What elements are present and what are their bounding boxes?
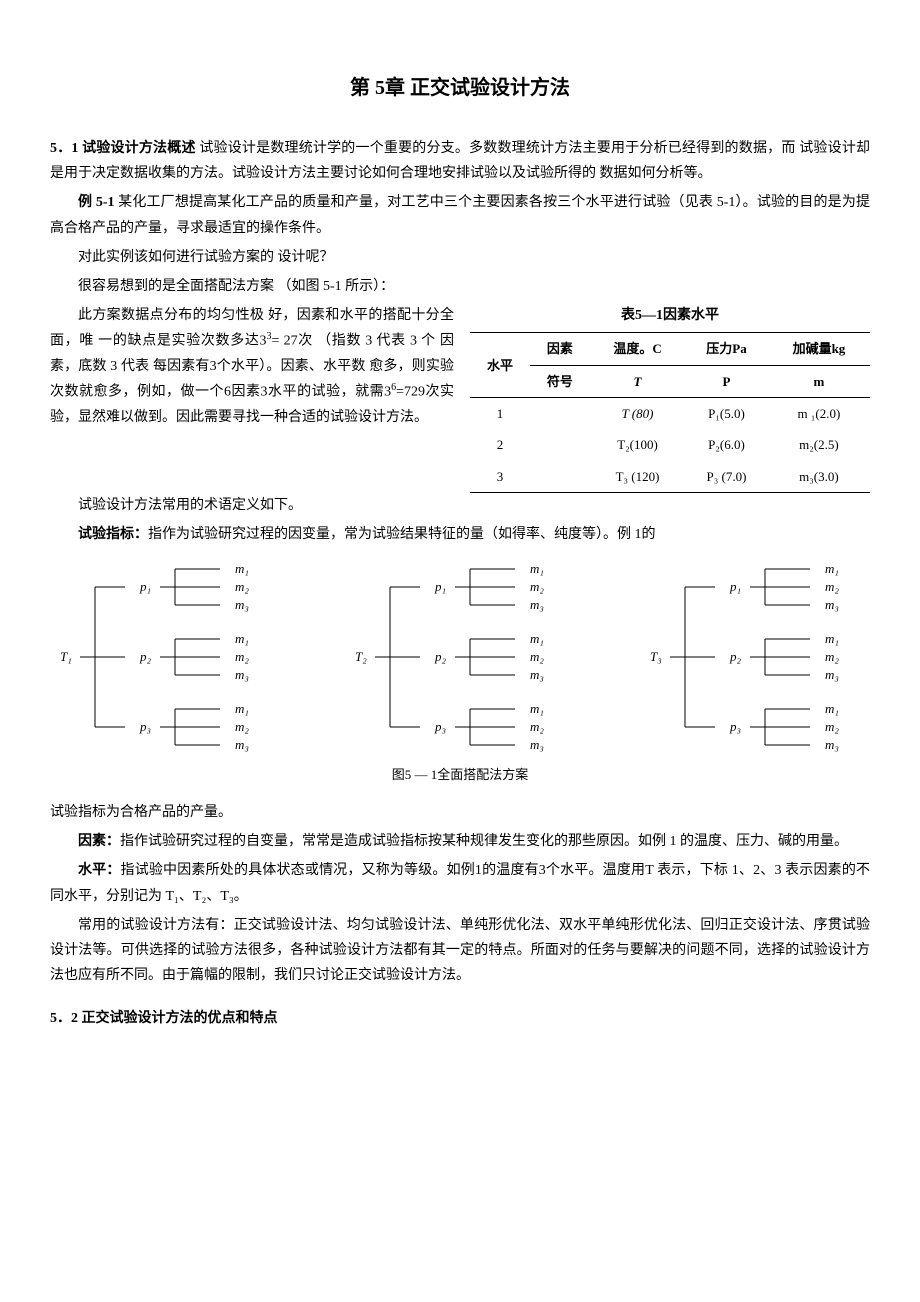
cell-m: m₂(2.5) [768, 429, 870, 460]
svg-text:m₂: m₂ [825, 649, 839, 664]
svg-text:p₂: p₂ [139, 649, 152, 664]
cell-p: P₁(5.0) [685, 398, 768, 430]
factor-level-table: 水平 因素 温度。C 压力Pa 加碱量kg 符号 T P m 1 T (80) [470, 332, 870, 493]
svg-text:m₁: m₁ [825, 631, 839, 646]
cell-m: m ₁(2.0) [768, 398, 870, 430]
svg-text:p₃: p₃ [434, 719, 446, 734]
svg-text:m₁: m₁ [825, 562, 839, 576]
cell-t: T (80) [590, 398, 685, 430]
svg-text:m₁: m₁ [825, 701, 839, 716]
th-P: P [685, 365, 768, 397]
tree-diagram: T₃ p₁ m₁ m₂ m₃ p₂ m₁ m₂ m₃ p₃ m₁ m₂ m₃ [640, 562, 870, 757]
cell-t: T₃ (120) [590, 461, 685, 493]
cell-level: 3 [470, 461, 530, 493]
svg-text:p₂: p₂ [729, 649, 742, 664]
svg-text:m₂: m₂ [825, 579, 839, 594]
svg-text:m₁: m₁ [530, 631, 544, 646]
svg-text:m₃: m₃ [530, 737, 544, 752]
example-label: 例 5-1 [78, 195, 115, 210]
term-level: 水平： [78, 863, 121, 878]
th-level: 水平 [470, 333, 530, 398]
svg-text:T₃: T₃ [650, 649, 662, 664]
svg-text:m₃: m₃ [825, 597, 839, 612]
th-temp: 温度。C [590, 333, 685, 365]
paragraph-11: 常用的试验设计方法有：正交试验设计法、均匀试验设计法、单纯形优化法、双水平单纯形… [50, 913, 870, 989]
th-pressure: 压力Pa [685, 333, 768, 365]
th-m: m [768, 365, 870, 397]
tree-diagram-figure: T₁ p₁ m₁ m₂ m₃ p₂ m₁ m₂ m₃ p₃ m₁ m₂ m₃ T₂ p₁ m₁ m₂ m₃ p₂ m₁… [50, 562, 870, 757]
svg-text:m₁: m₁ [530, 562, 544, 576]
section-2-heading: 5．2 正交试验设计方法的优点和特点 [50, 1006, 870, 1031]
paragraph-10: 水平：指试验中因素所处的具体状态或情况，又称为等级。如例1的温度有3个水平。温度… [50, 858, 870, 908]
svg-text:m₂: m₂ [235, 579, 249, 594]
svg-text:p₁: p₁ [729, 579, 741, 594]
svg-text:m₂: m₂ [530, 579, 544, 594]
svg-text:m₃: m₃ [235, 597, 249, 612]
table-5-1-wrap: 表5—1因素水平 水平 因素 温度。C 压力Pa 加碱量kg 符号 T P m [470, 303, 870, 493]
svg-text:m₂: m₂ [530, 719, 544, 734]
svg-text:m₂: m₂ [530, 649, 544, 664]
th-T: T [590, 365, 685, 397]
svg-text:p₂: p₂ [434, 649, 447, 664]
svg-text:m₃: m₃ [235, 737, 249, 752]
svg-text:m₃: m₃ [530, 667, 544, 682]
svg-text:p₁: p₁ [139, 579, 151, 594]
table-row: 2 T₂(100) P₂(6.0) m₂(2.5) [470, 429, 870, 460]
svg-text:m₂: m₂ [235, 719, 249, 734]
p7-text: 指作为试验研究过程的因变量，常为试验结果特征的量（如得率、纯度等）。例 1的 [148, 527, 656, 542]
cell-t: T₂(100) [590, 429, 685, 460]
term-indicator: 试验指标： [78, 527, 148, 542]
svg-text:p₁: p₁ [434, 579, 446, 594]
p10-text: 指试验中因素所处的具体状态或情况，又称为等级。如例1的温度有3个水平。温度用T … [50, 863, 870, 903]
table-title: 表5—1因素水平 [470, 303, 870, 328]
th-symbol: 符号 [530, 365, 590, 397]
term-factor: 因素： [78, 834, 120, 849]
paragraph-1: 5．1 试验设计方法概述 试验设计是数理统计学的一个重要的分支。多数数理统计方法… [50, 136, 870, 186]
paragraph-7: 试验指标：指作为试验研究过程的因变量，常为试验结果特征的量（如得率、纯度等）。例… [50, 522, 870, 547]
th-factor: 因素 [530, 333, 590, 365]
cell-p: P₃ (7.0) [685, 461, 768, 493]
paragraph-3: 对此实例该如何进行试验方案的 设计呢？ [50, 245, 870, 270]
svg-text:p₃: p₃ [729, 719, 741, 734]
cell-level: 2 [470, 429, 530, 460]
table-row: 1 T (80) P₁(5.0) m ₁(2.0) [470, 398, 870, 430]
paragraph-9: 因素：指作试验研究过程的自变量，常常是造成试验指标按某种规律发生变化的那些原因。… [50, 829, 870, 854]
cell-p: P₂(6.0) [685, 429, 768, 460]
svg-text:m₃: m₃ [825, 737, 839, 752]
svg-text:m₂: m₂ [825, 719, 839, 734]
svg-text:m₁: m₁ [235, 562, 249, 576]
page-title: 第 5章 正交试验设计方法 [50, 70, 870, 106]
paragraph-4: 很容易想到的是全面搭配法方案 （如图 5-1 所示）： [50, 274, 870, 299]
example-5-1: 例 5-1 某化工厂想提高某化工产品的质量和产量，对工艺中三个主要因素各按三个水… [50, 190, 870, 240]
svg-text:m₃: m₃ [530, 597, 544, 612]
svg-text:m₃: m₃ [235, 667, 249, 682]
paragraph-8: 试验指标为合格产品的产量。 [50, 800, 870, 825]
th-alkali: 加碱量kg [768, 333, 870, 365]
figure-caption: 图5 — 1全面搭配法方案 [50, 763, 870, 786]
table-row: 3 T₃ (120) P₃ (7.0) m₃(3.0) [470, 461, 870, 493]
text-table-wrap: 表5—1因素水平 水平 因素 温度。C 压力Pa 加碱量kg 符号 T P m [50, 303, 870, 493]
example-text: 某化工厂想提高某化工产品的质量和产量，对工艺中三个主要因素各按三个水平进行试验（… [50, 195, 870, 235]
cell-level: 1 [470, 398, 530, 430]
p9-text: 指作试验研究过程的自变量，常常是造成试验指标按某种规律发生变化的那些原因。如例 … [120, 834, 848, 849]
svg-text:m₁: m₁ [235, 701, 249, 716]
svg-text:m₁: m₁ [235, 631, 249, 646]
svg-text:T₁: T₁ [60, 649, 72, 664]
svg-text:m₁: m₁ [530, 701, 544, 716]
svg-text:T₂: T₂ [355, 649, 367, 664]
svg-text:p₃: p₃ [139, 719, 151, 734]
tree-diagram: T₁ p₁ m₁ m₂ m₃ p₂ m₁ m₂ m₃ p₃ m₁ m₂ m₃ [50, 562, 280, 757]
tree-diagram: T₂ p₁ m₁ m₂ m₃ p₂ m₁ m₂ m₃ p₃ m₁ m₂ m₃ [345, 562, 575, 757]
svg-text:m₂: m₂ [235, 649, 249, 664]
paragraph-6: 试验设计方法常用的术语定义如下。 [50, 493, 870, 518]
cell-m: m₃(3.0) [768, 461, 870, 493]
section-1-heading: 5．1 试验设计方法概述 [50, 141, 196, 156]
svg-text:m₃: m₃ [825, 667, 839, 682]
